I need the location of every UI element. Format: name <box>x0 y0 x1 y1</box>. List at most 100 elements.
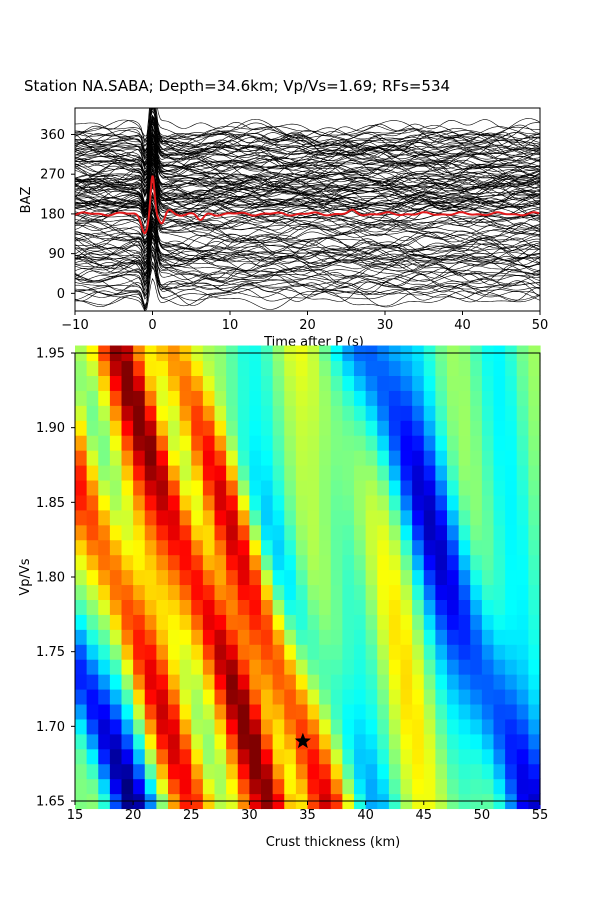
heatmap-cell <box>505 644 518 660</box>
heatmap-cell <box>481 420 495 436</box>
heatmap-cell <box>144 390 157 406</box>
heatmap-cell <box>481 539 495 556</box>
heatmap-cell <box>458 659 471 675</box>
heatmap-cell <box>400 554 413 571</box>
heatmap-cell <box>202 420 216 436</box>
heatmap-cell <box>319 375 332 391</box>
heatmap-cell <box>133 465 146 481</box>
heatmap-cell <box>470 778 483 795</box>
heatmap-cell <box>75 479 88 496</box>
heatmap-cell <box>470 599 483 615</box>
heatmap-cell <box>121 479 134 496</box>
heatmap-cell <box>377 405 390 421</box>
heatmap-cell <box>319 405 332 421</box>
heatmap-cell <box>214 494 227 511</box>
heatmap-cell <box>319 659 332 675</box>
top-x-tick-label: 20 <box>299 318 316 333</box>
heatmap-cell <box>191 748 204 765</box>
heatmap-cell <box>144 450 157 466</box>
heatmap-cell <box>470 524 483 541</box>
rf-trace <box>75 184 540 223</box>
heatmap-cell <box>458 509 471 526</box>
heatmap-cell <box>86 479 99 496</box>
heatmap-cell <box>237 599 250 615</box>
heatmap-cell <box>202 748 216 765</box>
heatmap-cell <box>214 584 227 600</box>
heatmap-cell <box>261 614 274 630</box>
heatmap-cell <box>470 569 483 586</box>
heatmap-cell <box>342 360 355 376</box>
heatmap-cell <box>295 674 309 690</box>
heatmap-cell <box>377 494 390 511</box>
heatmap-cell <box>423 674 436 690</box>
heatmap-cell <box>354 390 367 406</box>
heatmap-cell <box>342 599 355 615</box>
heatmap-cell <box>388 554 402 571</box>
heatmap-cell <box>133 375 146 391</box>
heatmap-cell <box>493 569 506 586</box>
heatmap-cell <box>98 599 111 615</box>
rf-traces <box>75 108 540 311</box>
heatmap-cell <box>377 554 390 571</box>
heatmap-cell <box>191 614 204 630</box>
heatmap-cell <box>377 375 390 391</box>
heatmap-cell <box>423 405 436 421</box>
heatmap-cell <box>493 360 506 376</box>
heatmap-cell <box>272 733 285 750</box>
heatmap-cell <box>179 405 192 421</box>
heatmap-cell <box>179 435 192 451</box>
bottom-x-tick-label: 20 <box>125 808 142 823</box>
heatmap-cell <box>202 689 216 705</box>
heatmap-cell <box>133 614 146 630</box>
rf-trace <box>75 277 540 311</box>
rf-trace <box>75 133 540 168</box>
heatmap-cell <box>226 465 239 481</box>
rf-trace <box>75 233 540 298</box>
heatmap-cell <box>528 629 541 645</box>
heatmap-cell <box>179 674 192 690</box>
heatmap-cell <box>179 689 192 705</box>
heatmap-cell <box>249 674 262 690</box>
heatmap-cell <box>214 644 227 660</box>
heatmap-cell <box>342 748 355 765</box>
heatmap-cell <box>237 689 250 705</box>
heatmap-cell <box>307 450 320 466</box>
heatmap-cell <box>109 375 123 391</box>
heatmap-cell <box>516 465 529 481</box>
heatmap-cell <box>307 539 320 556</box>
heatmap-cell <box>505 450 518 466</box>
heatmap-cell <box>458 569 471 586</box>
heatmap-cell <box>516 539 529 556</box>
heatmap-cell <box>156 509 169 526</box>
heatmap-cell <box>423 748 436 765</box>
heatmap-cell <box>400 629 413 645</box>
rf-trace <box>75 108 540 177</box>
heatmap-cell <box>516 718 529 735</box>
heatmap-cell <box>249 375 262 391</box>
heatmap-cell <box>470 689 483 705</box>
heatmap-cell <box>156 539 169 556</box>
heatmap-cell <box>319 614 332 630</box>
heatmap-cell <box>144 614 157 630</box>
heatmap-cell <box>109 360 123 376</box>
heatmap-cell <box>109 629 123 645</box>
heatmap-cell <box>98 554 111 571</box>
bottom-x-tick-label: 30 <box>241 808 258 823</box>
bottom-y-tick-label: 1.85 <box>36 496 65 511</box>
heatmap-cell <box>237 659 250 675</box>
heatmap-cell <box>319 494 332 511</box>
heatmap-cell <box>191 435 204 451</box>
heatmap-cell <box>307 479 320 496</box>
heatmap-cell <box>261 703 274 720</box>
heatmap-cell <box>86 494 99 511</box>
heatmap-cell <box>447 360 460 376</box>
heatmap-cell <box>377 420 390 436</box>
heatmap-cell <box>319 733 332 750</box>
heatmap-cell <box>121 703 134 720</box>
heatmap-cell <box>179 494 192 511</box>
heatmap-cell <box>412 689 425 705</box>
heatmap-cell <box>109 689 123 705</box>
heatmap-cell <box>435 778 448 795</box>
heatmap-cell <box>516 778 529 795</box>
